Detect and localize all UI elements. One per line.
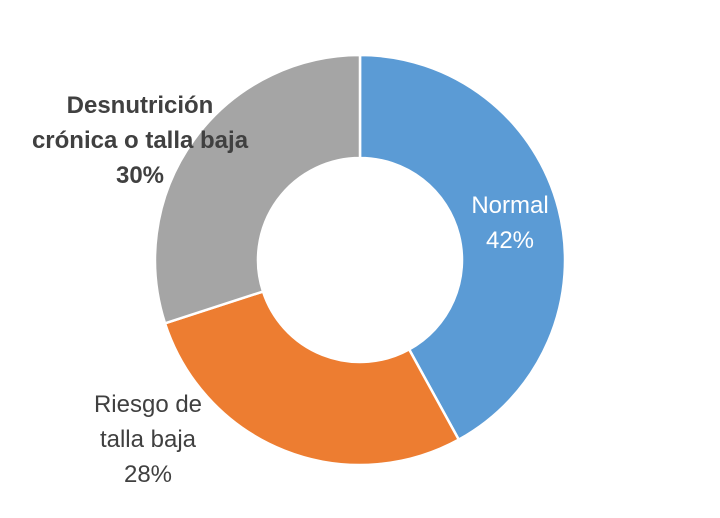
data-label-line: talla baja	[100, 426, 197, 453]
data-label-riesgo-de-talla-baja: Riesgo de talla baja 28%	[94, 391, 202, 488]
data-label-line: 42%	[486, 227, 534, 254]
data-label-line: 28%	[124, 461, 172, 488]
slice-riesgo-de-talla-baja	[163, 289, 461, 467]
data-label-line: 30%	[116, 162, 164, 189]
data-label-line: Desnutrición	[67, 92, 214, 119]
data-label-desnutrici-n-cr-nica-o-talla-baja: Desnutrición crónica o talla baja 30%	[32, 92, 249, 189]
data-label-line: Riesgo de	[94, 391, 202, 418]
data-label-line: crónica o talla baja	[32, 127, 249, 154]
data-label-normal: Normal 42%	[471, 192, 548, 254]
slice-desnutrici-n-cr-nica-o-talla-baja	[153, 53, 362, 325]
slice-normal	[358, 53, 567, 442]
data-label-line: Normal	[471, 192, 548, 219]
